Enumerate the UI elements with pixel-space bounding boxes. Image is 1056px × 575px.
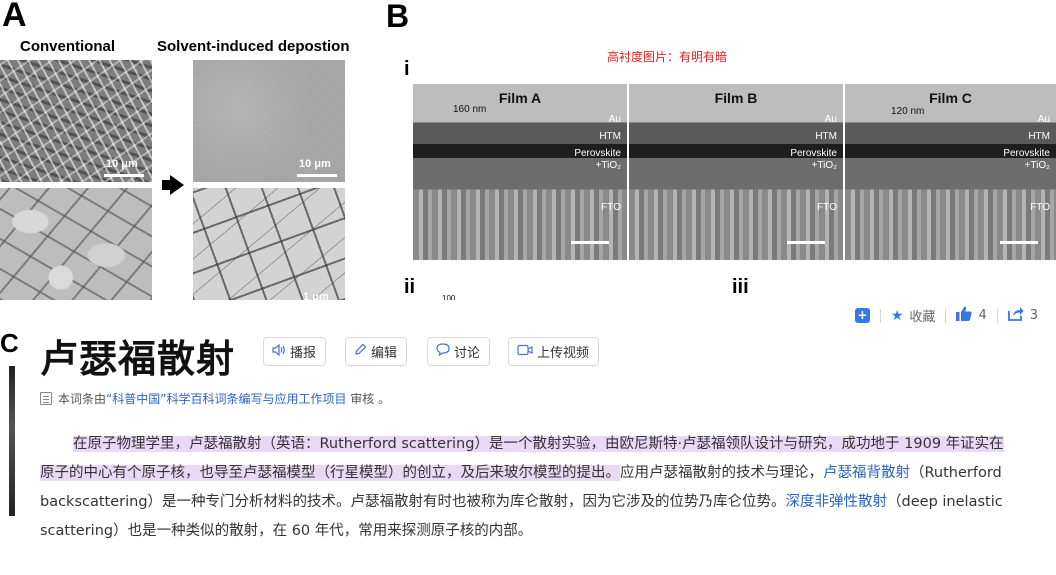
star-icon: ★: [890, 307, 904, 324]
panel-b-sub-iii: iii: [732, 276, 749, 298]
add-icon[interactable]: +: [854, 308, 870, 323]
film-c-image: Film C 120 nm Au HTM Perovskite +TiO₂ FT…: [845, 84, 1056, 260]
panel-b-sub-ii: ii: [404, 276, 416, 298]
share-button[interactable]: 3: [1007, 306, 1038, 325]
film-b-image: Film B Au HTM Perovskite +TiO₂ FTO: [629, 84, 843, 260]
encyclopedia-panel: + ★ 收藏 4 3 卢瑟福散射 播报 编辑: [18, 300, 1056, 575]
discuss-button[interactable]: 讨论: [427, 337, 491, 366]
panel-b-letter: B: [386, 0, 410, 34]
share-icon: [1007, 306, 1024, 325]
panel-c-strip: C: [0, 300, 19, 575]
document-icon: [40, 392, 52, 405]
favorite-label: 收藏: [909, 310, 936, 325]
edit-button[interactable]: 编辑: [345, 337, 408, 366]
summary-text-1: 应用卢瑟福散射的技术与理论，: [620, 465, 823, 481]
solvent-label: Solvent-induced depostion: [157, 38, 350, 55]
link-deep-inelastic-scattering[interactable]: 深度非弹性散射: [785, 494, 888, 510]
sem-conventional-top: 10 μm: [0, 60, 152, 182]
pencil-icon: [354, 343, 367, 360]
thumbs-up-icon: [956, 306, 973, 325]
review-notice: 本词条由“科普中国”科学百科词条编写与应用工作项目 审核 。: [40, 390, 390, 407]
upload-video-label: 上传视频: [537, 346, 590, 361]
divider: [945, 308, 947, 323]
sem-solvent-top: 10 μm: [193, 60, 345, 182]
panel-c-letter: C: [0, 328, 19, 358]
film-a-image: Film A 160 nm Au HTM Perovskite +TiO₂ FT…: [413, 84, 627, 260]
entry-actions: + ★ 收藏 4 3: [854, 306, 1038, 326]
discuss-label: 讨论: [454, 346, 481, 361]
upload-video-button[interactable]: 上传视频: [508, 337, 600, 366]
sem-solvent-bottom: 1 μm: [193, 188, 345, 300]
review-prefix: 本词条由: [58, 392, 107, 406]
like-button[interactable]: 4: [956, 306, 987, 325]
panel-c-image-edge: [9, 366, 15, 516]
favorite-button[interactable]: ★ 收藏: [890, 306, 936, 326]
entry-title: 卢瑟福散射: [40, 337, 236, 381]
chat-bubble-icon: [436, 343, 450, 360]
review-suffix: 审核 。: [346, 392, 391, 406]
summary-text-2: （Rutherford backscattering）是一种专门分析材料的技术。…: [40, 465, 1002, 510]
sem-conventional-bottom: [0, 188, 152, 300]
speaker-icon: [272, 343, 286, 360]
play-label: 播报: [290, 346, 317, 361]
link-rutherford-backscattering[interactable]: 卢瑟福背散射: [823, 465, 910, 481]
divider: [996, 308, 998, 323]
panel-b-sub-i: i: [404, 58, 410, 80]
video-camera-icon: [517, 344, 533, 360]
axis-fragment: 100: [442, 294, 456, 303]
edit-label: 编辑: [371, 346, 398, 361]
entry-summary: 在原子物理学里，卢瑟福散射（英语：Rutherford scattering）是…: [40, 430, 1005, 546]
divider: [879, 308, 881, 323]
like-count: 4: [978, 308, 987, 323]
conventional-label: Conventional: [20, 38, 116, 55]
red-note: 高衬度图片：有明有暗: [607, 50, 728, 64]
panel-a-letter: A: [2, 0, 27, 34]
play-button[interactable]: 播报: [263, 337, 327, 366]
share-count: 3: [1029, 308, 1038, 323]
summary-text-3: （deep inelastic scattering）也是一种类似的散射，在 6…: [40, 494, 1003, 539]
review-org-link[interactable]: “科普中国”科学百科词条编写与应用工作项目: [106, 392, 347, 406]
